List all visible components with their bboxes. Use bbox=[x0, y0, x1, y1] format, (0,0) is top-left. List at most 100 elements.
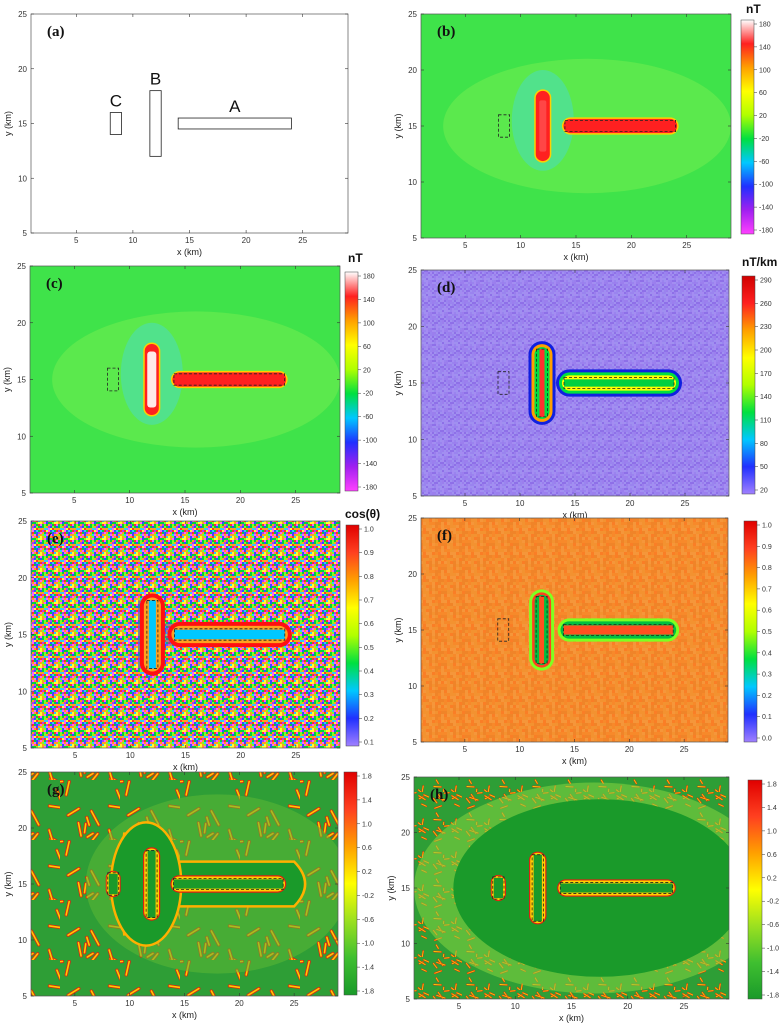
plot-area-c bbox=[30, 266, 340, 493]
x-axis-label: x (km) bbox=[559, 1013, 584, 1023]
colorbar-tick-label: 0.6 bbox=[767, 852, 777, 859]
colorbar-tick-label: 0.6 bbox=[364, 621, 374, 628]
body-rect-C bbox=[109, 112, 122, 135]
y-tick-label: 10 bbox=[408, 436, 417, 445]
colorbar-tick-label: 60 bbox=[363, 344, 371, 351]
outline-a bbox=[174, 628, 286, 641]
x-tick-label: 20 bbox=[235, 999, 244, 1008]
colorbar-tick-label: 0.1 bbox=[364, 740, 374, 747]
x-tick-label: 10 bbox=[515, 745, 524, 754]
body-label-B: B bbox=[150, 70, 161, 89]
outline-b bbox=[536, 348, 548, 418]
x-tick-label: 5 bbox=[457, 1002, 462, 1011]
y-tick-label: 20 bbox=[401, 829, 410, 838]
outline-c bbox=[107, 367, 119, 392]
y-tick-label: 5 bbox=[413, 234, 418, 243]
colorbar-e bbox=[345, 524, 360, 747]
x-tick-label: 10 bbox=[125, 496, 134, 505]
anomaly-a bbox=[563, 118, 678, 134]
x-tick-label: 20 bbox=[236, 751, 245, 760]
x-axis-label: x (km) bbox=[177, 247, 202, 257]
y-tick-label: 15 bbox=[18, 120, 27, 129]
colorbar-tick-label: 1.0 bbox=[767, 828, 777, 835]
colorbar-tick-label: 100 bbox=[363, 320, 375, 327]
y-axis-label: y (km) bbox=[393, 114, 403, 139]
outline-b bbox=[146, 600, 159, 669]
y-tick-label: 15 bbox=[408, 626, 417, 635]
outline-a bbox=[173, 373, 286, 386]
outline-c bbox=[497, 371, 510, 395]
x-tick-label: 25 bbox=[291, 751, 300, 760]
x-tick-label: 5 bbox=[463, 241, 468, 250]
colorbar-tick-label: -100 bbox=[363, 438, 377, 445]
x-tick-label: 10 bbox=[516, 241, 525, 250]
colorbar-tick-label: 0.2 bbox=[767, 875, 777, 882]
y-tick-label: 15 bbox=[18, 880, 27, 889]
colorbar-tick-label: 0.2 bbox=[362, 869, 372, 876]
colorbar-tick-label: 1.0 bbox=[364, 527, 374, 534]
colorbar-unit: nT bbox=[348, 251, 363, 265]
colorbar-tick-label: 0.6 bbox=[762, 608, 772, 615]
colorbar-g bbox=[343, 771, 358, 996]
panel-label: (g) bbox=[47, 782, 65, 798]
x-tick-label: 15 bbox=[571, 499, 580, 508]
colorbar-tick-label: 0.1 bbox=[762, 714, 772, 721]
x-tick-label: 25 bbox=[681, 499, 690, 508]
outline-c bbox=[492, 876, 505, 900]
colorbar-tick-label: 80 bbox=[760, 441, 768, 448]
x-tick-label: 15 bbox=[570, 745, 579, 754]
outline-b bbox=[145, 850, 158, 919]
colorbar-tick-label: -140 bbox=[363, 461, 377, 468]
outline-c bbox=[107, 872, 120, 896]
colorbar-tick-label: 0.2 bbox=[762, 693, 772, 700]
y-tick-label: 25 bbox=[18, 517, 27, 526]
colorbar-tick-label: 60 bbox=[759, 90, 767, 97]
x-tick-label: 25 bbox=[682, 241, 691, 250]
colorbar-tick-label: 230 bbox=[760, 324, 772, 331]
colorbar-tick-label: 0.3 bbox=[364, 692, 374, 699]
x-tick-label: 20 bbox=[627, 241, 636, 250]
plot-area-d bbox=[421, 270, 729, 496]
y-axis-label: y (km) bbox=[3, 622, 13, 647]
colorbar-unit: nT/km bbox=[742, 255, 777, 269]
plot-area-f bbox=[421, 518, 728, 742]
panel-b: 5 10 15 20 25 5 10 15 20 25 x (km) y (km) (b) 180 140 1… bbox=[393, 2, 773, 262]
colorbar-tick-label: -1.0 bbox=[362, 941, 374, 948]
outline-a bbox=[564, 120, 677, 133]
colorbar-tick-label: 1.8 bbox=[362, 774, 372, 781]
colorbar-tick-label: 0.4 bbox=[364, 669, 374, 676]
colorbar-tick-label: -0.2 bbox=[362, 893, 374, 900]
colorbar-unit: nT bbox=[746, 2, 761, 16]
panel-g: 5 10 15 20 25 5 10 15 20 25 x (km) y (km) (g) 1.8 1.4 1… bbox=[3, 768, 374, 1020]
x-tick-label: 25 bbox=[290, 999, 299, 1008]
plot-area-g bbox=[31, 772, 338, 996]
x-tick-label: 5 bbox=[463, 499, 468, 508]
colorbar-tick-label: 200 bbox=[760, 348, 772, 355]
x-axis-label: x (km) bbox=[173, 507, 198, 517]
colorbar-b bbox=[740, 19, 755, 235]
x-tick-label: 10 bbox=[126, 751, 135, 760]
colorbar-tick-label: 0.0 bbox=[762, 736, 772, 743]
colorbar-tick-label: -1.4 bbox=[767, 969, 779, 976]
x-tick-label: 10 bbox=[516, 499, 525, 508]
y-tick-label: 20 bbox=[18, 574, 27, 583]
colorbar-tick-label: 140 bbox=[363, 297, 375, 304]
colorbar-tick-label: -60 bbox=[363, 414, 373, 421]
x-tick-label: 5 bbox=[74, 236, 79, 245]
colorbar-tick-label: 0.2 bbox=[364, 716, 374, 723]
colorbar-tick-label: 1.4 bbox=[767, 805, 777, 812]
anomaly-a bbox=[172, 372, 287, 387]
field-a bbox=[31, 14, 348, 233]
colorbar-tick-label: 0.5 bbox=[364, 645, 374, 652]
plot-area-e bbox=[31, 521, 340, 748]
colorbar-f bbox=[743, 520, 758, 743]
panel-a: A B C 5 10 15 20 25 5 10 15 20 25 x (km) y (km) (a) bbox=[3, 10, 349, 257]
x-tick-label: 25 bbox=[298, 236, 307, 245]
y-tick-label: 5 bbox=[413, 738, 418, 747]
body-label-A: A bbox=[229, 97, 241, 116]
panel-label: (f) bbox=[437, 528, 452, 544]
x-tick-label: 5 bbox=[73, 751, 78, 760]
colorbar-tick-label: -180 bbox=[759, 228, 773, 235]
colorbar-tick-label: 20 bbox=[363, 367, 371, 374]
